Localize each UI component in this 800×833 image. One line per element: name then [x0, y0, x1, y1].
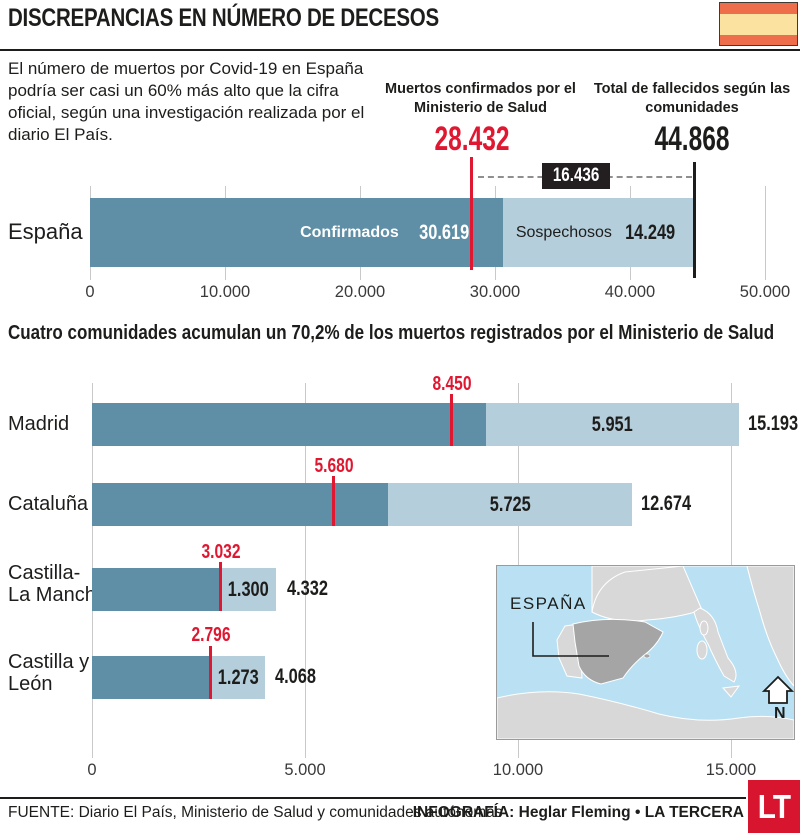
chart1-category-label: España: [8, 219, 83, 244]
cataluna-confirmados-segment: [92, 483, 388, 526]
chart2-tick-0: 0: [87, 761, 97, 779]
header-divider: [0, 49, 800, 51]
difference-value: 16.436: [552, 165, 600, 186]
chart2-bar-castilla-y-leon: 1.273: [92, 656, 265, 699]
ministry-marker-line: [470, 157, 473, 270]
page-title: DISCREPANCIAS EN NÚMERO DE DECESOS: [8, 4, 439, 32]
chart2-category-castilla-la-mancha: Castilla- La Mancha: [8, 562, 107, 607]
castilla-la-mancha-marker-line: [219, 562, 222, 611]
communities-annotation-label: Total de fallecidos según las comunidade…: [593, 81, 791, 116]
flag-stripe-red: [720, 34, 797, 45]
flag-stripe-red: [720, 3, 797, 14]
castilla-la-mancha-confirmados-segment: [92, 568, 221, 611]
cataluna-marker-value: 5.680: [314, 455, 354, 477]
chart1-tick-0: 0: [85, 283, 95, 301]
chart2-bar-cataluna: 5.725: [92, 483, 632, 526]
la-tercera-logo: LT: [748, 780, 800, 833]
cataluna-total-value: 12.674: [641, 492, 692, 515]
cataluna-marker-line: [332, 476, 335, 526]
intro-paragraph: El número de muertos por Covid-19 en Esp…: [8, 59, 365, 145]
compass-north-icon: [761, 675, 795, 704]
chart1-tick-3: 30.000: [469, 283, 521, 301]
communities-marker-line: [693, 162, 696, 278]
ministry-annotation-label: Muertos confirmados por el Ministerio de…: [385, 81, 576, 116]
ministry-annotation-value: 28.432: [434, 120, 510, 158]
castilla-la-mancha-marker-value: 3.032: [201, 541, 241, 563]
footer-divider: [0, 797, 746, 799]
sospechosos-value: 14.249: [624, 220, 676, 244]
chart2-gridline-5000: [305, 383, 306, 758]
map-north-label: N: [774, 705, 786, 722]
chart2-bar-castilla-la-mancha: 1.300: [92, 568, 276, 611]
castilla-y-leon-marker-value: 2.796: [191, 624, 231, 646]
chart2-tick-1: 5.000: [284, 761, 326, 779]
chart2-category-madrid: Madrid: [8, 413, 70, 435]
chart2-tick-2: 10.000: [492, 761, 544, 779]
source-credit: FUENTE: Diario El País, Ministerio de Sa…: [8, 804, 503, 821]
chart1-tick-5: 50.000: [739, 283, 791, 301]
europe-map-graphic: [496, 565, 795, 740]
chart1-segment-sospechosos: Sospechosos 14.249: [503, 198, 695, 267]
chart2-bar-madrid: 5.951: [92, 403, 739, 446]
chart1-tick-2: 20.000: [334, 283, 386, 301]
chart2-category-cataluna: Cataluña: [8, 493, 89, 515]
confirmados-label: Confirmados: [300, 223, 399, 241]
madrid-total-value: 15.193: [748, 412, 799, 435]
madrid-marker-line: [450, 394, 453, 446]
castilla-la-mancha-total-value: 4.332: [287, 577, 328, 600]
castilla-y-leon-sospechosos-value: 1.273: [217, 665, 259, 689]
chart1-tick-4: 40.000: [604, 283, 656, 301]
infographic-credit: INFOGRAFÍA: Heglar Fleming • LA TERCERA: [412, 804, 744, 821]
castilla-la-mancha-sospechosos-segment: 1.300: [221, 568, 276, 611]
espana-leader-line: [532, 622, 609, 657]
chart1-gridline-50000: [765, 186, 766, 280]
madrid-sospechosos-value: 5.951: [592, 412, 633, 436]
sospechosos-label: Sospechosos: [515, 223, 612, 241]
spain-locator-map: [496, 565, 795, 740]
section-subtitle: Cuatro comunidades acumulan un 70,2% de …: [8, 322, 775, 344]
castilla-y-leon-total-value: 4.068: [275, 665, 316, 688]
bullet-separator: •: [634, 804, 641, 821]
castilla-y-leon-confirmados-segment: [92, 656, 211, 699]
chart2-tick-3: 15.000: [705, 761, 757, 779]
chart1-bar-espana: Confirmados 30.619 Sospechosos 14.249: [90, 198, 765, 267]
chart1-segment-confirmados: Confirmados 30.619: [90, 198, 503, 267]
difference-badge: 16.436: [542, 163, 610, 189]
castilla-y-leon-marker-line: [209, 646, 212, 699]
cataluna-sospechosos-segment: 5.725: [388, 483, 632, 526]
confirmados-value: 30.619: [418, 220, 469, 244]
madrid-confirmados-segment: [92, 403, 486, 446]
castilla-la-mancha-sospechosos-value: 1.300: [228, 577, 269, 601]
communities-annotation-value: 44.868: [654, 120, 730, 158]
spain-flag-icon: [719, 2, 798, 46]
map-espana-label: ESPAÑA: [510, 594, 587, 613]
castilla-y-leon-sospechosos-segment: 1.273: [211, 656, 265, 699]
chart2-category-castilla-y-leon: Castilla y León: [8, 651, 90, 696]
spain-shape: [572, 618, 664, 685]
cataluna-sospechosos-value: 5.725: [489, 492, 531, 516]
madrid-marker-value: 8.450: [432, 373, 472, 395]
brand-name: LA TERCERA: [644, 804, 744, 821]
chart1-tick-1: 10.000: [199, 283, 251, 301]
flag-stripe-yellow: [720, 13, 797, 35]
madrid-sospechosos-segment: 5.951: [486, 403, 739, 446]
